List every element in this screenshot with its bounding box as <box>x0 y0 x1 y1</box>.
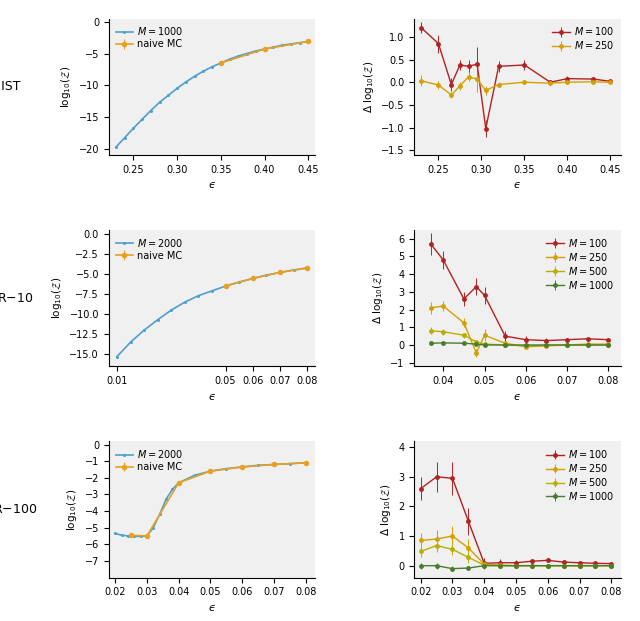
$M = 1000$ <box>138 116 146 123</box>
Line: $M = 2000$: $M = 2000$ <box>115 266 308 358</box>
$M = 1000$ <box>217 59 225 66</box>
$M = 1000$ <box>156 99 163 106</box>
$M = 2000$ <box>249 274 257 282</box>
$M = 1000$ <box>234 52 242 60</box>
$M = 1000$ <box>121 134 129 142</box>
$M = 2000$ <box>168 306 175 314</box>
Legend: $M = 100$, $M = 250$: $M = 100$, $M = 250$ <box>550 24 616 53</box>
Line: $M = 1000$: $M = 1000$ <box>115 40 310 149</box>
Legend: $M = 2000$, naive MC: $M = 2000$, naive MC <box>114 235 186 263</box>
$M = 2000$ <box>222 283 230 290</box>
$M = 1000$ <box>226 55 234 63</box>
$M = 1000$ <box>147 107 155 114</box>
$M = 2000$ <box>195 292 202 299</box>
$M = 1000$ <box>173 84 181 92</box>
Line: $M = 2000$: $M = 2000$ <box>114 461 307 538</box>
$M = 1000$ <box>208 63 216 71</box>
$M = 1000$ <box>200 68 207 75</box>
$M = 1000$ <box>269 43 277 51</box>
$M = 2000$ <box>111 530 119 537</box>
$M = 2000$ <box>118 532 125 539</box>
$M = 1000$ <box>252 47 260 55</box>
$M = 2000$ <box>143 532 151 540</box>
Y-axis label: $\Delta$ log$_{10}$($\mathcal{Z}$): $\Delta$ log$_{10}$($\mathcal{Z}$) <box>371 271 385 325</box>
Legend: $M = 1000$, naive MC: $M = 1000$, naive MC <box>114 24 186 52</box>
$M = 2000$ <box>303 265 311 272</box>
X-axis label: ϵ: ϵ <box>514 180 521 190</box>
$M = 1000$ <box>129 125 137 132</box>
$M = 1000$ <box>191 73 198 80</box>
$M = 2000$ <box>290 266 298 274</box>
$M = 2000$ <box>254 461 262 469</box>
$M = 2000$ <box>140 327 148 334</box>
$M = 2000$ <box>162 496 170 503</box>
Text: CIFAR$-$100: CIFAR$-$100 <box>0 503 38 516</box>
$M = 1000$ <box>296 39 303 47</box>
$M = 2000$ <box>207 468 214 475</box>
$M = 2000$ <box>113 353 121 360</box>
$M = 1000$ <box>305 38 312 45</box>
Y-axis label: log$_{10}$($\mathcal{Z}$): log$_{10}$($\mathcal{Z}$) <box>50 277 64 319</box>
X-axis label: ϵ: ϵ <box>514 391 521 402</box>
Y-axis label: $\Delta$ log$_{10}$($\mathcal{Z}$): $\Delta$ log$_{10}$($\mathcal{Z}$) <box>379 483 393 536</box>
$M = 2000$ <box>262 271 270 279</box>
X-axis label: ϵ: ϵ <box>209 391 216 402</box>
$M = 1000$ <box>278 42 286 49</box>
$M = 2000$ <box>137 533 145 540</box>
Text: CIFAR$-$10: CIFAR$-$10 <box>0 292 34 304</box>
$M = 2000$ <box>131 533 138 540</box>
$M = 2000$ <box>223 465 230 473</box>
$M = 1000$ <box>164 92 172 99</box>
Y-axis label: $\Delta$ log$_{10}$($\mathcal{Z}$): $\Delta$ log$_{10}$($\mathcal{Z}$) <box>362 60 376 113</box>
Text: MNIST: MNIST <box>0 80 21 93</box>
$M = 2000$ <box>168 486 176 493</box>
$M = 2000$ <box>175 479 182 486</box>
Legend: $M = 100$, $M = 250$, $M = 500$, $M = 1000$: $M = 100$, $M = 250$, $M = 500$, $M = 10… <box>544 235 616 292</box>
$M = 1000$ <box>243 50 251 57</box>
$M = 1000$ <box>287 40 294 48</box>
$M = 1000$ <box>112 143 120 151</box>
Y-axis label: log$_{10}$($\mathcal{Z}$): log$_{10}$($\mathcal{Z}$) <box>65 488 79 530</box>
$M = 2000$ <box>236 278 243 286</box>
$M = 2000$ <box>286 460 294 468</box>
$M = 2000$ <box>181 298 189 306</box>
X-axis label: ϵ: ϵ <box>209 180 216 190</box>
$M = 2000$ <box>270 461 278 468</box>
Legend: $M = 2000$, naive MC: $M = 2000$, naive MC <box>114 446 186 474</box>
$M = 2000$ <box>154 316 161 324</box>
$M = 2000$ <box>302 459 310 466</box>
Y-axis label: log$_{10}$($\mathcal{Z}$): log$_{10}$($\mathcal{Z}$) <box>59 66 73 108</box>
$M = 2000$ <box>208 287 216 294</box>
$M = 2000$ <box>149 524 157 532</box>
X-axis label: ϵ: ϵ <box>209 603 216 613</box>
$M = 2000$ <box>124 532 132 540</box>
$M = 2000$ <box>127 338 134 346</box>
$M = 2000$ <box>276 269 284 276</box>
$M = 2000$ <box>191 471 198 479</box>
X-axis label: ϵ: ϵ <box>514 603 521 613</box>
$M = 1000$ <box>260 45 268 53</box>
Legend: $M = 100$, $M = 250$, $M = 500$, $M = 1000$: $M = 100$, $M = 250$, $M = 500$, $M = 10… <box>544 446 616 504</box>
$M = 1000$ <box>182 78 189 86</box>
$M = 2000$ <box>238 463 246 471</box>
$M = 2000$ <box>156 510 163 518</box>
